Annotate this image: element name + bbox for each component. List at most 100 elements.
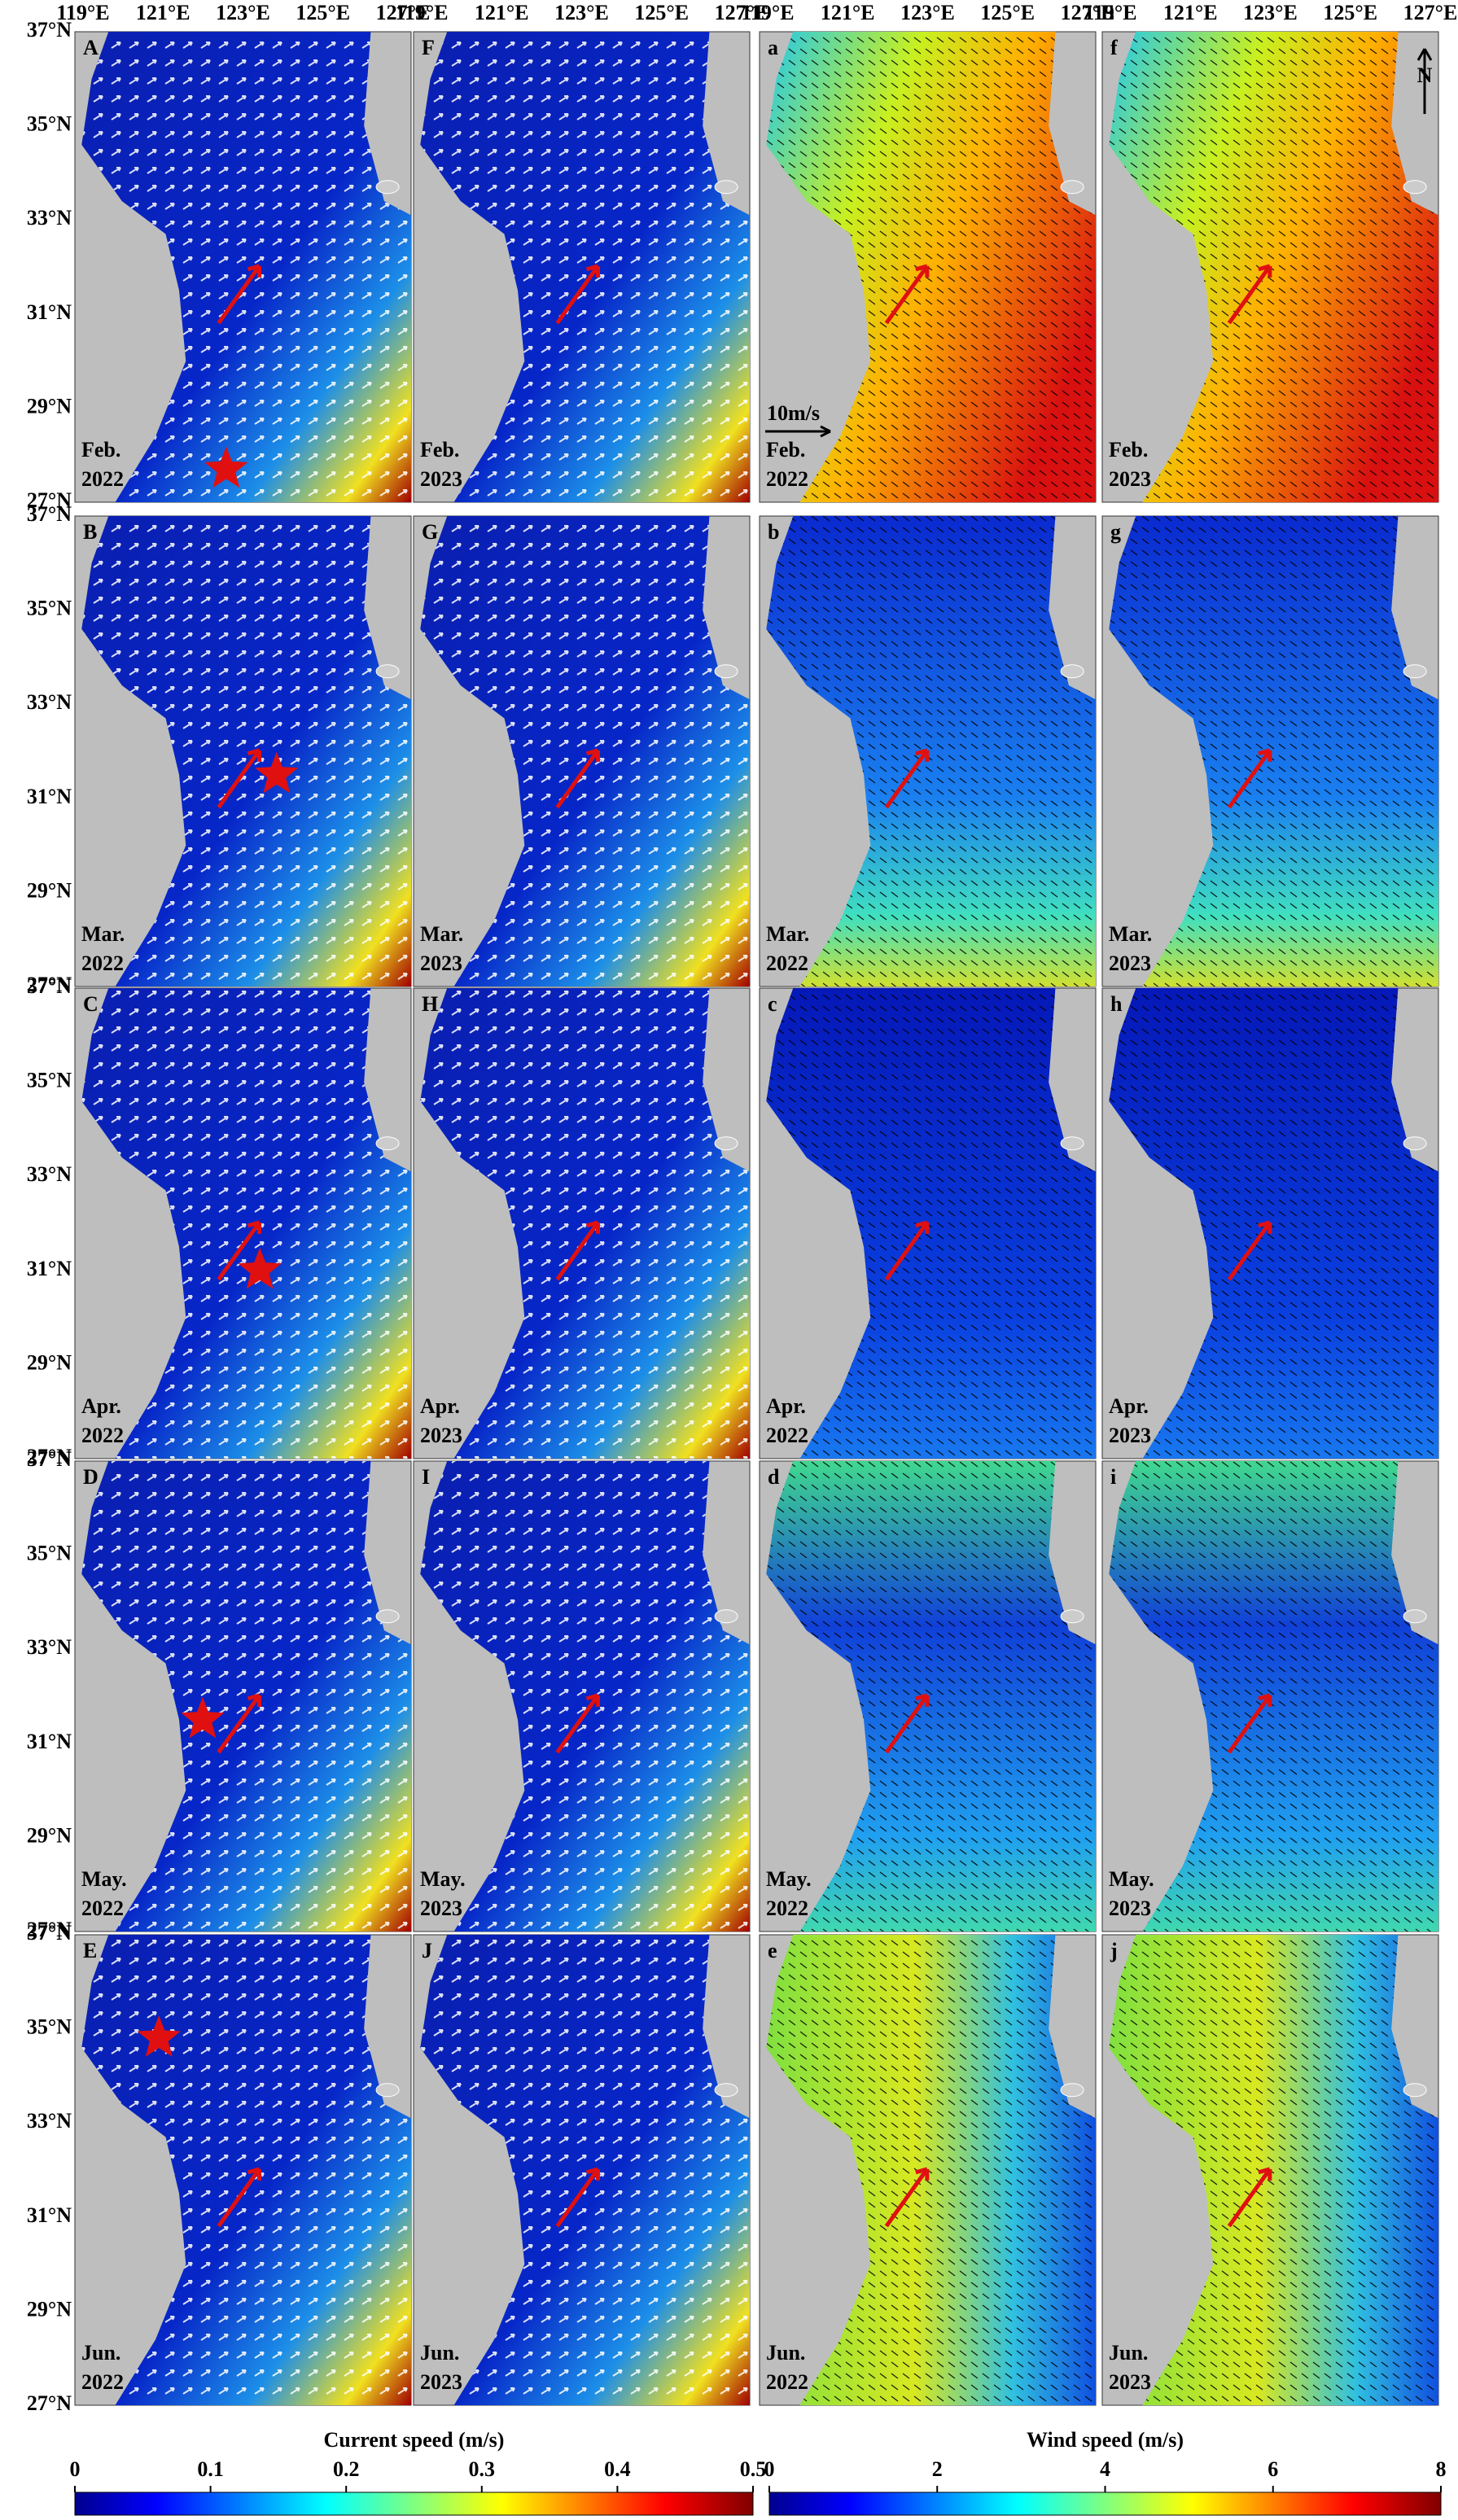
colorbar-tick-label: 0.5 [740,2457,767,2481]
lat-label: 37°N [27,1921,72,1945]
lat-label: 31°N [27,785,72,808]
colorbar-title: Wind speed (m/s) [1027,2428,1184,2452]
panel-month: Jun. [766,2341,805,2365]
panel-letter: i [1110,1465,1116,1489]
lon-label: 121°E [821,1,875,24]
lon-label: 127°E [376,1,431,24]
island [1403,1136,1427,1151]
island [1403,1609,1427,1624]
map-panel: D May. 2022 [74,1460,412,1932]
island [714,664,738,679]
map-panel: F Feb. 2023 [413,31,751,503]
lon-label: 119°E [56,1,109,24]
map-panel: d May. 2022 [759,1460,1097,1932]
red-arrow [555,264,600,325]
island [375,2083,400,2098]
red-arrow [1227,1693,1272,1754]
lon-label: 127°E [1403,1,1458,24]
panel-year: 2022 [766,1897,808,1920]
map-panel: G Mar. 2023 [413,515,751,987]
panel-year: 2023 [420,952,462,975]
lat-label: 37°N [27,1447,72,1471]
lat-label: 35°N [27,1542,72,1565]
panel-month: May. [81,1867,127,1891]
vector-arrows [81,1935,411,2405]
lat-label: 35°N [27,597,72,620]
red-arrow [555,748,600,809]
red-arrow [217,264,261,325]
red-arrow [1227,1220,1272,1281]
lon-label: 119°E [1084,1,1136,24]
map-panel: J Jun. 2023 [413,1934,751,2406]
lon-label: 123°E [900,1,955,24]
lat-label: 35°N [27,112,72,136]
lon-label: 125°E [634,1,689,24]
panel-month: May. [766,1867,812,1891]
lat-label: 29°N [27,1350,72,1374]
lon-label: 121°E [1163,1,1218,24]
panel-letter: D [83,1465,99,1489]
red-star [255,751,299,794]
red-arrow [555,1220,600,1281]
panel-letter: d [768,1465,780,1489]
red-arrow [1227,264,1272,325]
lat-label: 37°N [27,502,72,526]
panel-year: 2022 [766,467,808,491]
vector-arrows [81,988,411,1459]
island [1060,180,1084,195]
north-arrow [1416,48,1433,114]
panel-year: 2022 [766,952,808,975]
panel-letter: G [422,520,438,544]
panel-letter: F [422,36,435,59]
panel-month: Jun. [1109,2341,1148,2365]
vector-arrows [420,988,750,1459]
island [1403,180,1427,195]
island [1060,2083,1084,2098]
panel-month: Apr. [1109,1394,1149,1418]
lon-label: 123°E [216,1,270,24]
map-panel: i May. 2023 [1101,1460,1439,1932]
vector-arrows [81,516,411,987]
panel-year: 2023 [1109,1424,1151,1447]
lat-label: 33°N [27,1162,72,1186]
panel-letter: B [83,520,97,544]
vector-arrows [766,1461,1096,1932]
map-panel: b Mar. 2022 [759,515,1097,987]
panel-letter: e [768,1939,777,1962]
lat-label: 33°N [27,690,72,714]
lat-label: 37°N [27,18,72,42]
red-star [204,446,248,488]
panel-month: Feb. [766,438,805,462]
panel-year: 2022 [81,1424,124,1447]
map-panel: H Apr. 2023 [413,987,751,1459]
island [1060,1136,1084,1151]
red-arrow [884,264,930,325]
lon-label: 127°E [1061,1,1115,24]
vector-arrows [766,988,1096,1459]
colorbar-tick-label: 0 [70,2457,81,2481]
lon-label: 121°E [475,1,529,24]
vector-arrows [81,32,411,502]
lon-label: 119°E [741,1,794,24]
red-star [137,2015,181,2057]
panel-month: Mar. [81,922,125,946]
vector-arrows [1109,32,1438,502]
lon-label: 125°E [980,1,1035,24]
map-panel: I May. 2023 [413,1460,751,1932]
lat-label: 33°N [27,2109,72,2133]
panel-letter: a [768,36,778,59]
vector-arrows [766,1935,1096,2405]
panel-year: 2023 [1109,1897,1151,1920]
red-arrow [1227,748,1272,809]
red-arrow [217,1693,261,1754]
panel-letter: H [422,992,438,1016]
panel-month: Feb. [81,438,120,462]
island [375,1136,400,1151]
map-panel: h Apr. 2023 [1101,987,1439,1459]
lon-label: 125°E [1323,1,1377,24]
colorbar-tick-label: 8 [1436,2457,1447,2481]
colorbar-tick-label: 0 [764,2457,775,2481]
panel-month: May. [1109,1867,1154,1891]
lat-label: 35°N [27,2015,72,2039]
